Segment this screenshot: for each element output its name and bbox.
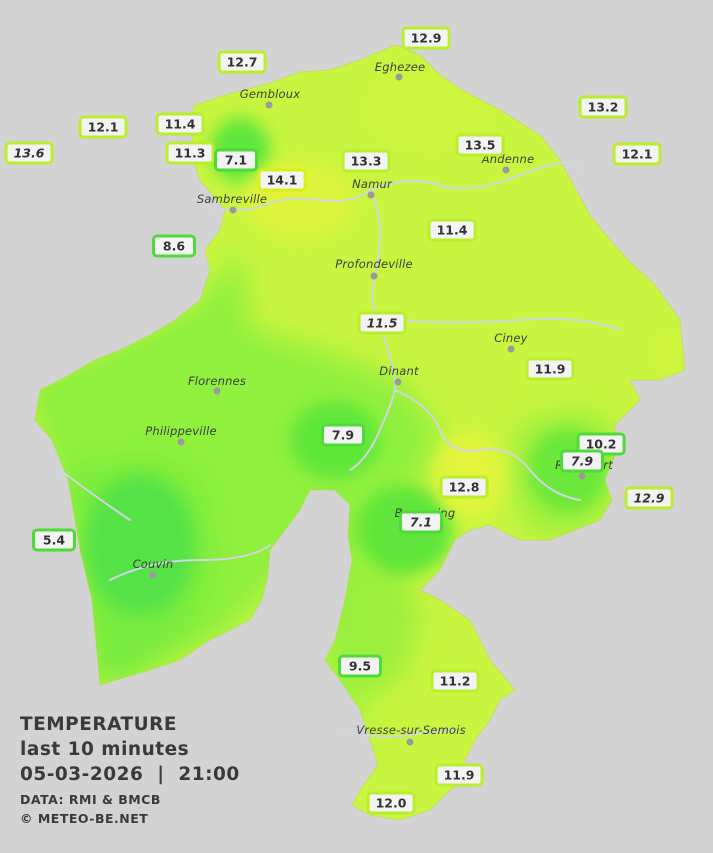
town-label-vresse: Vresse-sur-Semois [356,723,466,737]
town-dot-sambreville [229,206,237,214]
station-value[interactable]: 12.9 [401,26,451,50]
town-label-couvin: Couvin [132,557,174,571]
town-dot-rochefort [578,472,586,480]
town-label-philippeville: Philippeville [145,424,217,438]
town-dot-ciney [507,345,515,353]
town-label-florennes: Florennes [187,374,247,388]
town-dot-gembloux [265,101,273,109]
station-value[interactable]: 12.0 [366,791,416,815]
town-label-gembloux: Gembloux [239,87,301,101]
river-network [59,161,621,738]
station-value[interactable]: 12.8 [439,475,489,499]
station-value[interactable]: 13.3 [341,149,391,173]
station-value[interactable]: 11.9 [525,357,575,381]
station-value[interactable]: 13.6 [4,141,54,165]
town-label-profondeville: Profondeville [335,257,413,271]
station-value[interactable]: 11.9 [434,763,484,787]
station-value[interactable]: 12.1 [78,115,128,139]
station-value[interactable]: 13.2 [578,95,628,119]
station-value[interactable]: 7.9 [560,449,604,473]
town-dot-vresse [406,738,414,746]
station-value[interactable]: 7.9 [321,423,365,447]
station-value[interactable]: 11.4 [155,112,205,136]
station-value[interactable]: 7.1 [399,510,443,534]
legend-copyright: © METEO-BE.NET [20,811,149,826]
legend-block: TEMPERATURE last 10 minutes 05-03-2026 |… [20,712,240,828]
station-value[interactable]: 8.6 [152,234,196,258]
town-dot-philippeville [177,438,185,446]
station-value[interactable]: 13.5 [455,133,505,157]
station-value[interactable]: 12.9 [624,486,674,510]
legend-source: DATA: RMI & BMCB [20,792,161,807]
station-value[interactable]: 12.7 [217,50,267,74]
town-label-dinant: Dinant [379,364,419,378]
town-label-eghezee: Eghezee [374,60,426,74]
town-dot-namur [367,191,375,199]
legend-title: TEMPERATURE [20,714,178,735]
station-value[interactable]: 11.2 [430,669,480,693]
town-dot-andenne [502,166,510,174]
town-label-sambreville: Sambreville [196,192,268,206]
legend-datetime: 05-03-2026 | 21:00 [20,764,240,785]
legend-period: last 10 minutes [20,739,190,760]
town-label-namur: Namur [352,177,392,191]
town-dot-florennes [213,387,221,395]
station-value[interactable]: 12.1 [612,142,662,166]
station-value[interactable]: 7.1 [214,148,258,172]
station-value[interactable]: 11.3 [165,141,215,165]
station-value[interactable]: 5.4 [32,528,76,552]
town-label-ciney: Ciney [494,331,528,345]
station-value[interactable]: 11.4 [427,218,477,242]
town-dot-profondeville [370,272,378,280]
town-dot-couvin [149,571,157,579]
station-value[interactable]: 14.1 [257,168,307,192]
town-dot-eghezee [395,73,403,81]
station-value[interactable]: 9.5 [338,654,382,678]
station-value[interactable]: 11.5 [357,311,407,335]
town-dot-dinant [394,378,402,386]
